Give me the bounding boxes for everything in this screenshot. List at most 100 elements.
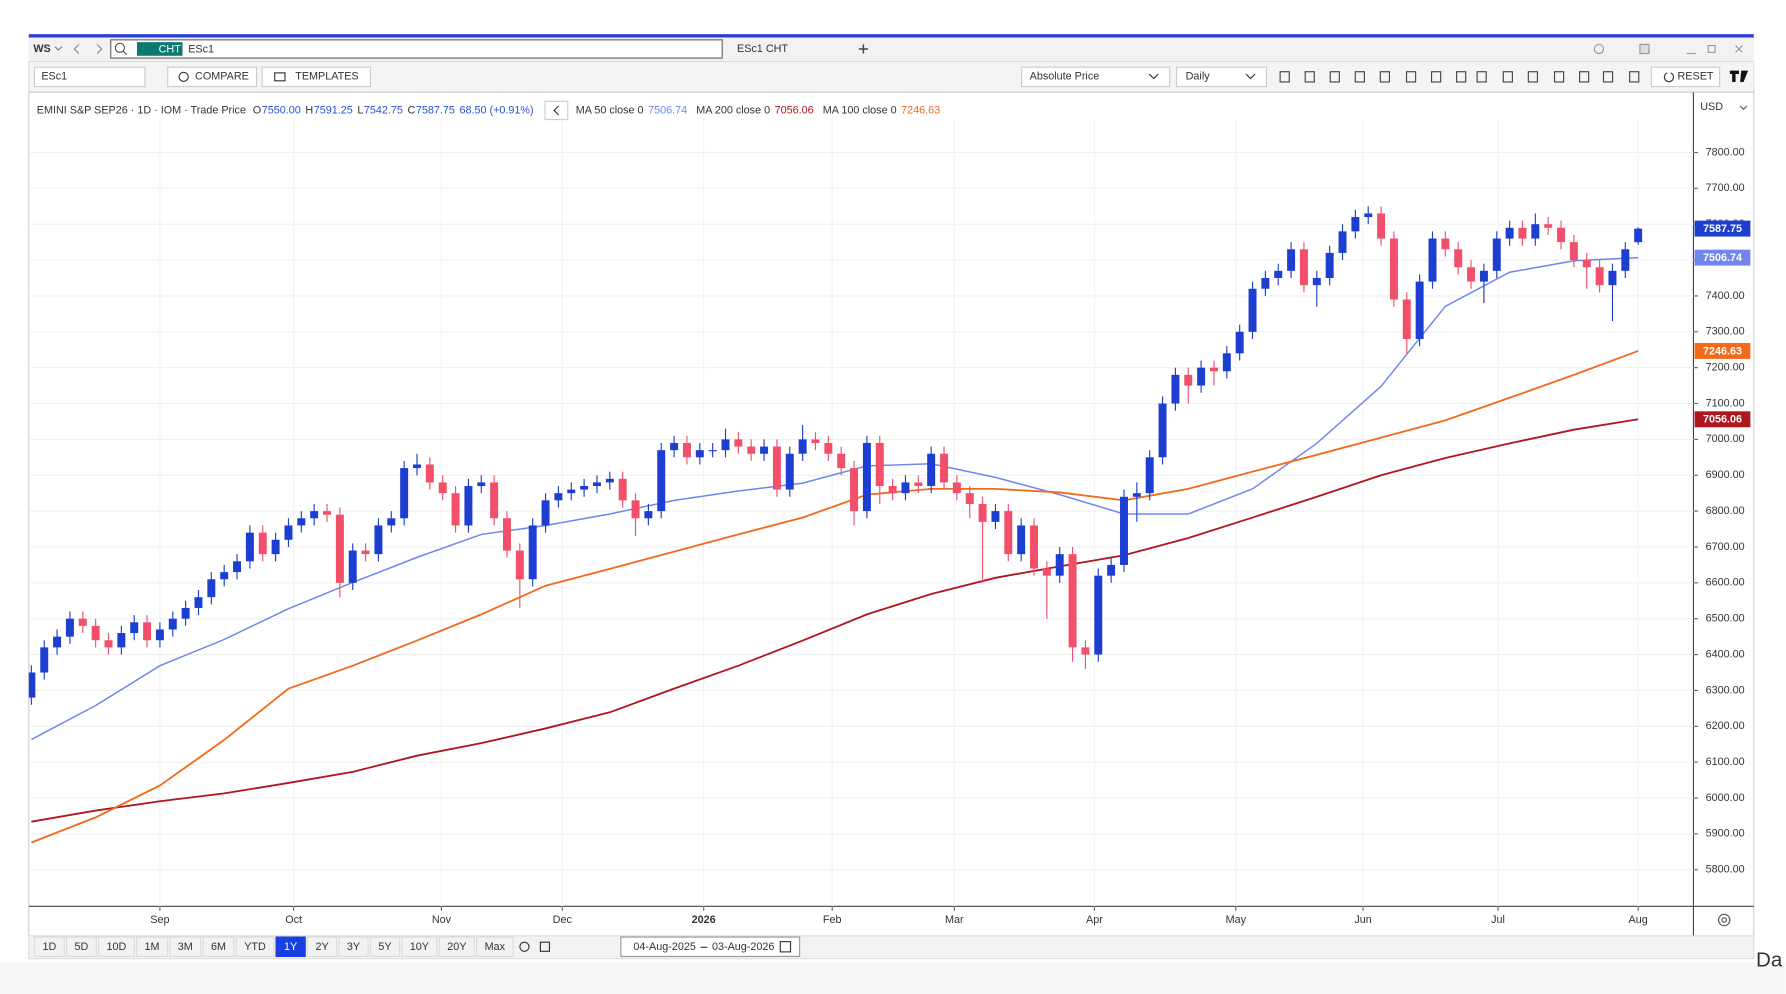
panel-icon[interactable] (1639, 43, 1650, 55)
tool-icon[interactable] (1527, 71, 1539, 83)
nav-arrows[interactable] (73, 44, 103, 54)
y-tick-label: 6300.00 (1706, 684, 1745, 696)
workspace-label[interactable]: WS (33, 43, 50, 55)
range-label[interactable]: 6M (211, 941, 226, 953)
range-label[interactable]: 5D (74, 941, 88, 953)
range-label[interactable]: 2Y (315, 941, 328, 953)
price-tag-label: 7587.75 (1703, 223, 1742, 235)
range-button[interactable] (306, 936, 338, 957)
range-button[interactable] (235, 936, 275, 957)
interval-label[interactable]: Daily (1186, 71, 1211, 83)
tool-icon[interactable] (1502, 71, 1513, 83)
candle-body (1428, 238, 1437, 282)
range-button[interactable] (169, 936, 202, 957)
plot-area (28, 206, 1643, 844)
interval-select[interactable] (1175, 66, 1268, 88)
compare-label[interactable]: COMPARE (195, 71, 249, 83)
range-label[interactable]: 10Y (410, 941, 429, 953)
ma-legend-value: 7056.06 (775, 104, 814, 116)
tool-icon[interactable] (1602, 71, 1614, 83)
y-tick-label: 6700.00 (1706, 541, 1745, 553)
price-mode-select[interactable] (1021, 66, 1171, 88)
date-range-box[interactable] (620, 936, 801, 957)
tool-icon[interactable] (1329, 71, 1340, 83)
range-button[interactable] (65, 936, 97, 957)
tool-icon[interactable] (1579, 71, 1590, 83)
range-table-icon[interactable] (539, 941, 551, 952)
candle-body (1158, 403, 1167, 458)
range-button[interactable] (275, 936, 306, 957)
range-label[interactable]: 3Y (347, 941, 360, 953)
range-label[interactable]: 1M (145, 941, 160, 953)
range-button[interactable] (338, 936, 369, 957)
tool-icon[interactable] (1354, 71, 1365, 83)
range-button[interactable] (438, 936, 475, 957)
range-button[interactable] (202, 936, 235, 957)
candle-body (1338, 231, 1347, 253)
candle-body (1454, 249, 1463, 268)
tool-icon[interactable] (1405, 71, 1417, 83)
tool-icon[interactable] (1629, 71, 1640, 83)
range-button[interactable] (97, 936, 135, 957)
symbol-box[interactable] (33, 66, 146, 88)
range-label[interactable]: 3M (178, 941, 193, 953)
settings-icon[interactable] (1717, 913, 1731, 927)
date-to[interactable]: 03-Aug-2026 (712, 941, 774, 953)
range-label[interactable]: YTD (244, 941, 266, 953)
ohlc-label: C (408, 104, 416, 116)
tab-label[interactable]: ESc1 CHT (737, 43, 788, 55)
range-button[interactable] (33, 936, 65, 957)
range-label[interactable]: 5Y (378, 941, 391, 953)
search-text[interactable]: ESc1 (188, 43, 214, 55)
y-tick-label: 7200.00 (1706, 362, 1745, 374)
search-box[interactable] (110, 39, 723, 59)
range-settings-icon[interactable] (519, 941, 530, 952)
range-button[interactable] (401, 936, 438, 957)
templates-label[interactable]: TEMPLATES (295, 71, 358, 83)
restore-icon[interactable] (1707, 44, 1716, 53)
calendar-icon[interactable] (779, 941, 792, 953)
range-label[interactable]: 20Y (447, 941, 466, 953)
candle-body (65, 618, 74, 637)
new-tab[interactable] (858, 44, 868, 54)
tool-icon[interactable] (1553, 71, 1565, 83)
compare-button[interactable] (167, 66, 258, 88)
dropdown-icon[interactable] (54, 46, 63, 51)
tool-icon[interactable] (1476, 71, 1487, 83)
candle-body (348, 550, 357, 583)
price-mode-label[interactable]: Absolute Price (1030, 71, 1100, 83)
candle-body (850, 468, 859, 512)
candle-body (811, 439, 820, 443)
range-button[interactable] (476, 936, 514, 957)
ma-legend-name: MA 50 close 0 (576, 104, 644, 116)
help-icon[interactable] (1593, 43, 1605, 55)
currency-label[interactable]: USD (1700, 101, 1723, 113)
candle-body (1377, 213, 1386, 239)
candle-body (284, 525, 293, 540)
date-from[interactable]: 04-Aug-2025 (633, 941, 695, 953)
tool-icon[interactable] (1279, 71, 1290, 83)
range-label[interactable]: 1D (42, 941, 56, 953)
range-label[interactable]: 10D (107, 941, 127, 953)
tool-icon[interactable] (1456, 71, 1467, 83)
price-tag (1694, 342, 1751, 359)
tool-icon[interactable] (1430, 71, 1442, 83)
candle-body (387, 518, 396, 526)
range-button[interactable] (369, 936, 401, 957)
candle-body (1171, 374, 1180, 404)
candle-body (53, 636, 62, 648)
candle-body (965, 493, 974, 504)
tool-icon[interactable] (1379, 71, 1390, 83)
tool-icon[interactable] (1304, 71, 1315, 83)
symbol-text[interactable]: ESc1 (41, 71, 67, 83)
reset-label[interactable]: RESET (1677, 71, 1713, 83)
close-icon[interactable] (1735, 45, 1743, 53)
candle-body (220, 572, 229, 580)
templates-button[interactable] (261, 66, 371, 88)
legend-toggle[interactable] (544, 100, 569, 121)
price-tag-label: 7056.06 (1703, 414, 1742, 426)
range-button[interactable] (136, 936, 169, 957)
range-label[interactable]: 1Y (284, 941, 297, 953)
candle-body (1055, 554, 1064, 576)
range-label[interactable]: Max (485, 941, 506, 953)
